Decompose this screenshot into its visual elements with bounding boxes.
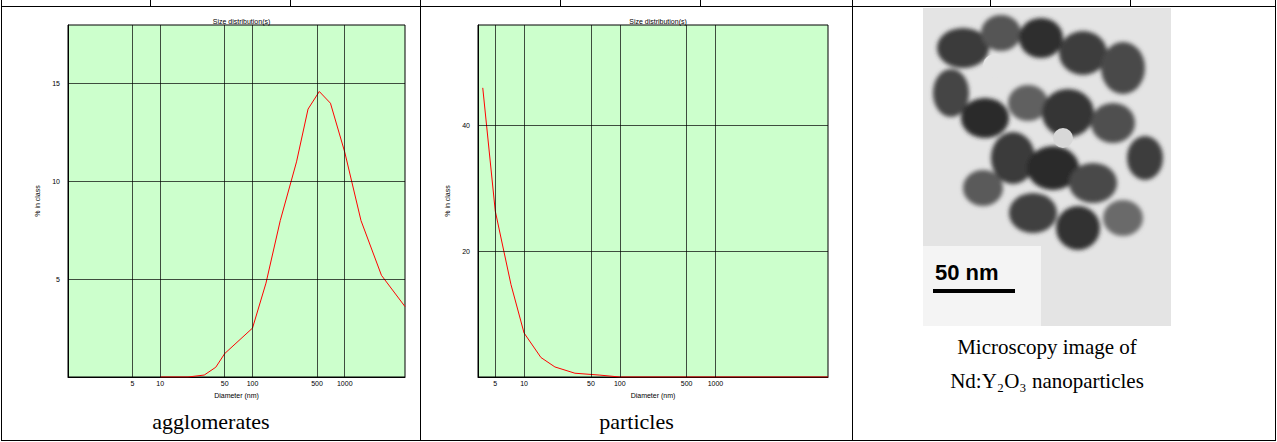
svg-text:100: 100 [247,380,259,387]
svg-text:50: 50 [221,380,229,387]
svg-text:50 nm: 50 nm [935,260,999,285]
svg-text:5: 5 [131,380,135,387]
svg-text:40: 40 [462,122,470,129]
svg-text:% in class: % in class [34,185,41,217]
svg-text:1000: 1000 [337,380,353,387]
svg-text:20: 20 [462,248,470,255]
html-text:Microscopy image of Nd:Y₂O₃ na: Microscopy image of Nd:Y₂O₃ nanoparticle… [950,335,1144,393]
svg-text:% in class: % in class [444,185,451,217]
svg-text:1000: 1000 [708,380,724,387]
svg-text:Size distribution(s): Size distribution(s) [213,18,271,26]
svg-text:5: 5 [493,380,497,387]
svg-text:10: 10 [520,380,528,387]
svg-text:Diameter (nm): Diameter (nm) [214,392,259,400]
svg-text:15: 15 [52,80,60,87]
svg-text:10: 10 [156,380,164,387]
html-text:agglomerates: agglomerates [152,409,270,434]
svg-text:10: 10 [52,178,60,185]
svg-text:50: 50 [587,380,595,387]
svg-text:500: 500 [311,380,323,387]
html-text:particles: particles [599,409,674,434]
svg-text:100: 100 [614,380,626,387]
svg-text:5: 5 [56,276,60,283]
svg-text:Size distribution(s): Size distribution(s) [629,18,687,26]
svg-text:Diameter (nm): Diameter (nm) [631,392,676,400]
svg-text:500: 500 [681,380,693,387]
